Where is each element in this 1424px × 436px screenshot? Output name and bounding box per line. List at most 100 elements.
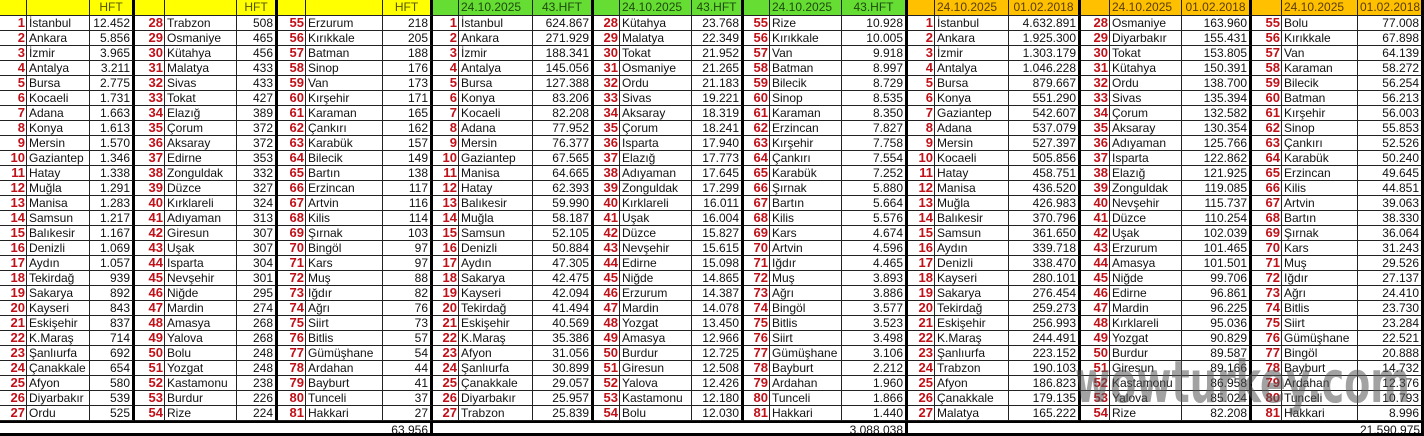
rank-cell: 1 <box>433 16 459 31</box>
province-cell: Çorum <box>1110 106 1182 121</box>
value-cell: 426.983 <box>1009 196 1081 211</box>
rank-cell: 53 <box>135 391 165 406</box>
rank-cell: 9 <box>908 136 935 151</box>
blank-cell <box>1252 421 1282 436</box>
table-row: 4 Antalya 1.046.228 31 Kütahya 150.391 58 Karam… <box>908 61 1424 76</box>
value-cell: 29.526 <box>1358 256 1424 271</box>
province-cell: Gümüşhane <box>306 346 383 361</box>
rank-cell: 46 <box>594 286 620 301</box>
value-cell: 205 <box>383 31 433 46</box>
rank-cell: 54 <box>135 406 165 421</box>
value-cell: 149 <box>383 151 433 166</box>
table-row: 18 Tekirdağ 939 45 Nevşehir 301 72 Muş 88 <box>0 271 433 286</box>
value-cell: 17.645 <box>692 166 744 181</box>
table-row: 7 Gaziantep 542.607 34 Çorum 132.582 61 Kırşehi… <box>908 106 1424 121</box>
value-cell: 44 <box>383 361 433 376</box>
rank-cell: 74 <box>744 301 770 316</box>
province-cell: Batman <box>306 46 383 61</box>
value-cell: 1.283 <box>90 196 135 211</box>
value-cell: 7.554 <box>842 151 908 166</box>
province-cell: Ankara <box>459 31 533 46</box>
rank-cell: 61 <box>744 106 770 121</box>
value-cell: 12.376 <box>1358 376 1424 391</box>
value-cell: 7.252 <box>842 166 908 181</box>
table-row: 4 Antalya 3.211 31 Malatya 433 58 Sinop 176 <box>0 61 433 76</box>
rank-cell: 11 <box>0 166 27 181</box>
value-cell: 5.664 <box>842 196 908 211</box>
rank-cell: 40 <box>135 196 165 211</box>
rank-cell: 38 <box>1081 166 1110 181</box>
province-cell: Kayseri <box>935 271 1009 286</box>
value-cell: 86.958 <box>1182 376 1252 391</box>
table-row: 21 Eskişehir 837 48 Amasya 268 75 Siirt 73 <box>0 316 433 331</box>
table-row: 6 Konya 551.290 33 Sivas 135.394 60 Batman 56.21… <box>908 91 1424 106</box>
value-cell: 3.106 <box>842 346 908 361</box>
province-cell: Van <box>770 46 842 61</box>
value-cell: 14.865 <box>692 271 744 286</box>
rank-cell: 33 <box>594 91 620 106</box>
value-cell: 274 <box>237 301 278 316</box>
value-cell: 121.925 <box>1182 166 1252 181</box>
value-cell: 57 <box>383 331 433 346</box>
value-cell: 4.465 <box>842 256 908 271</box>
rank-cell: 39 <box>1081 181 1110 196</box>
table-row: 5 Bursa 2.775 32 Sivas 433 59 Van 173 <box>0 76 433 91</box>
value-cell: 18.241 <box>692 121 744 136</box>
province-cell: Sinop <box>770 91 842 106</box>
table-row: 26 Çanakkale 179.135 53 Yalova 85.024 80 Tuncel… <box>908 391 1424 406</box>
rank-cell: 75 <box>1252 316 1282 331</box>
value-cell: 280.101 <box>1009 271 1081 286</box>
rank-cell: 46 <box>135 286 165 301</box>
header-rank <box>433 0 459 16</box>
province-cell: Mersin <box>27 136 90 151</box>
rank-cell: 56 <box>1252 31 1282 46</box>
rank-cell: 52 <box>594 376 620 391</box>
rank-cell: 49 <box>1081 331 1110 346</box>
rank-cell: 10 <box>908 151 935 166</box>
province-cell: Tunceli <box>1282 391 1358 406</box>
table-row: 9 Mersin 1.570 36 Aksaray 372 63 Karabük 157 <box>0 136 433 151</box>
rank-cell: 77 <box>278 346 306 361</box>
rank-cell: 41 <box>1081 211 1110 226</box>
value-cell: 10.793 <box>1358 391 1424 406</box>
province-cell: Adana <box>935 121 1009 136</box>
blank-cell <box>908 421 935 436</box>
province-cell: Şırnak <box>770 181 842 196</box>
rank-cell: 50 <box>135 346 165 361</box>
province-cell: Niğde <box>620 271 692 286</box>
rank-cell: 15 <box>908 226 935 241</box>
province-cell: Uşak <box>1110 226 1182 241</box>
value-cell: 90.829 <box>1182 331 1252 346</box>
province-cell: Ordu <box>620 76 692 91</box>
value-cell: 537.079 <box>1009 121 1081 136</box>
rank-cell: 32 <box>594 76 620 91</box>
value-cell: 188 <box>383 46 433 61</box>
rank-cell: 12 <box>0 181 27 196</box>
province-cell: Balıkesir <box>935 211 1009 226</box>
value-cell: 102.039 <box>1182 226 1252 241</box>
table-row: 5 Bursa 127.388 32 Ordu 21.183 59 Bilecik 8.729 <box>433 76 908 91</box>
value-cell: 176 <box>383 61 433 76</box>
province-cell: Kırklareli <box>165 196 237 211</box>
rank-cell: 36 <box>135 136 165 151</box>
blank-cell <box>90 421 135 436</box>
province-cell: Muş <box>1282 256 1358 271</box>
table-block-2: 24.10.2025 43.HFT 24.10.2025 43.HFT 24.10.20… <box>433 0 908 436</box>
rank-cell: 58 <box>1252 61 1282 76</box>
province-cell: Adıyaman <box>1110 136 1182 151</box>
value-cell: 41 <box>383 376 433 391</box>
value-cell: 173 <box>383 76 433 91</box>
rank-cell: 29 <box>1081 31 1110 46</box>
province-cell: Gaziantep <box>935 106 1009 121</box>
rank-cell: 54 <box>594 406 620 421</box>
value-cell: 4.596 <box>842 241 908 256</box>
blank-cell <box>744 421 770 436</box>
table-row: 19 Sakarya 892 46 Niğde 295 73 Iğdır 82 <box>0 286 433 301</box>
rank-cell: 4 <box>433 61 459 76</box>
rank-cell: 43 <box>1081 241 1110 256</box>
rank-cell: 55 <box>744 16 770 31</box>
table-row: 8 Adana 77.952 35 Çorum 18.241 62 Erzincan 7.827 <box>433 121 908 136</box>
blank-cell <box>1282 421 1358 436</box>
value-cell: 19.221 <box>692 91 744 106</box>
rank-cell: 16 <box>908 241 935 256</box>
